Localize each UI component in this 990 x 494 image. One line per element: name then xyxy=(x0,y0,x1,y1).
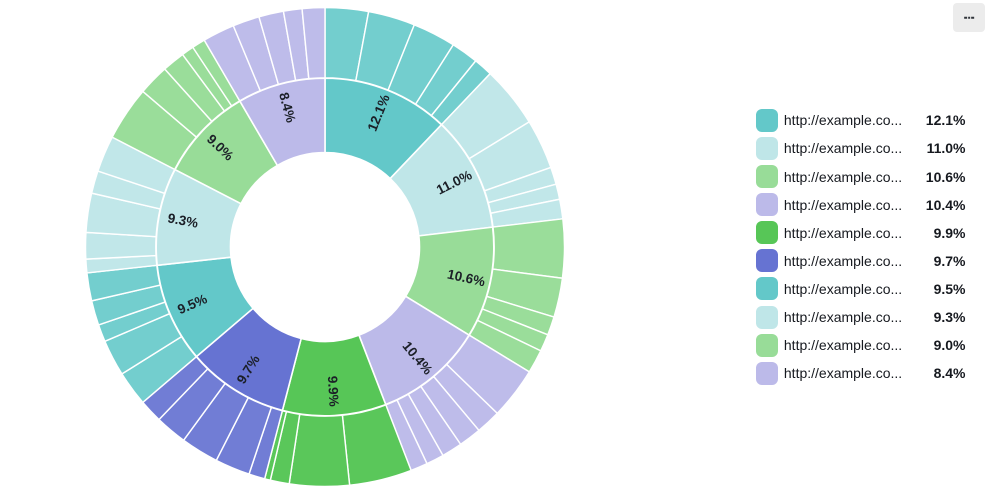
svg-text:9.3%: 9.3% xyxy=(166,210,199,230)
svg-text:9.9%: 9.9% xyxy=(325,376,342,408)
